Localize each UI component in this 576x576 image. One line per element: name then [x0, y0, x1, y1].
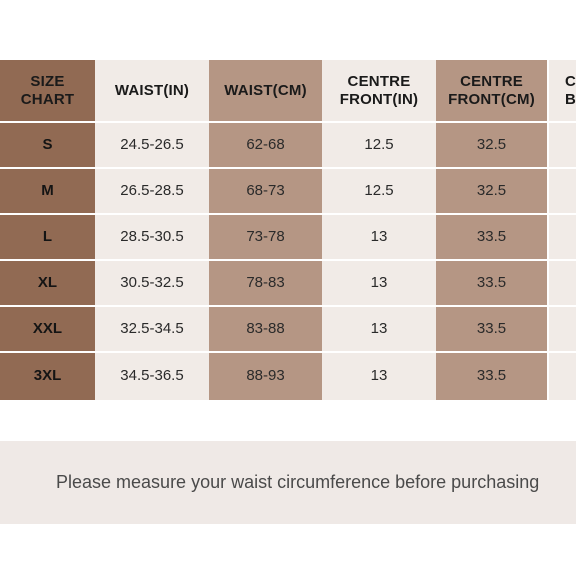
waist-in-column: WAIST(IN) 24.5-26.5 26.5-28.5 28.5-30.5 … — [95, 60, 209, 400]
centre-front-in-cell: 13 — [370, 320, 388, 337]
size-label: L — [42, 228, 53, 245]
row-divider — [0, 259, 576, 261]
size-chart-table: SIZE CHART S M L XL XXL 3XL WAIST(IN) 24… — [0, 60, 576, 400]
row-divider — [0, 167, 576, 169]
waist-cm-header: WAIST(CM) — [224, 82, 307, 99]
centre-front-in-column: CENTRE FRONT(IN) 12.5 12.5 13 13 13 13 — [322, 60, 436, 400]
waist-in-cell: 32.5-34.5 — [120, 320, 184, 337]
size-label: 3XL — [33, 367, 62, 384]
centre-front-in-cell: 13 — [370, 367, 388, 384]
measurement-note-banner: Please measure your waist circumference … — [0, 441, 576, 524]
centre-back-header: C B — [565, 73, 576, 108]
measurement-note-text: Please measure your waist circumference … — [56, 472, 540, 492]
waist-in-cell: 24.5-26.5 — [120, 136, 184, 153]
waist-in-cell: 34.5-36.5 — [120, 367, 184, 384]
size-label: XL — [37, 274, 58, 291]
waist-cm-cell: 62-68 — [246, 136, 285, 153]
centre-front-cm-column: CENTRE FRONT(CM) 32.5 32.5 33.5 33.5 33.… — [436, 60, 547, 400]
centre-front-cm-cell: 33.5 — [476, 367, 507, 384]
waist-in-cell: 28.5-30.5 — [120, 228, 184, 245]
centre-front-in-cell: 12.5 — [364, 136, 394, 153]
row-divider — [0, 121, 576, 123]
centre-front-cm-cell: 33.5 — [476, 228, 507, 245]
centre-front-cm-cell: 33.5 — [476, 320, 507, 337]
waist-in-cell: 30.5-32.5 — [120, 274, 184, 291]
centre-front-cm-cell: 33.5 — [476, 274, 507, 291]
size-label: S — [42, 136, 53, 153]
centre-front-in-header: CENTRE FRONT(IN) — [339, 73, 419, 108]
row-divider — [0, 213, 576, 215]
row-divider — [0, 305, 576, 307]
size-label: M — [41, 182, 54, 199]
waist-in-header: WAIST(IN) — [114, 82, 190, 99]
centre-front-cm-cell: 32.5 — [476, 182, 507, 199]
waist-cm-cell: 73-78 — [246, 228, 285, 245]
row-divider — [0, 351, 576, 353]
waist-cm-cell: 78-83 — [246, 274, 285, 291]
waist-cm-cell: 68-73 — [246, 182, 285, 199]
centre-front-in-cell: 12.5 — [364, 182, 394, 199]
centre-back-column: C B — [549, 60, 576, 400]
waist-in-cell: 26.5-28.5 — [120, 182, 184, 199]
centre-front-in-cell: 13 — [370, 274, 388, 291]
centre-front-cm-cell: 32.5 — [476, 136, 507, 153]
waist-cm-cell: 83-88 — [246, 320, 285, 337]
size-label: XXL — [32, 320, 63, 337]
centre-front-in-cell: 13 — [370, 228, 388, 245]
waist-cm-column: WAIST(CM) 62-68 68-73 73-78 78-83 83-88 … — [209, 60, 322, 400]
centre-front-cm-header: CENTRE FRONT(CM) — [448, 73, 535, 108]
waist-cm-cell: 88-93 — [246, 367, 285, 384]
size-chart-header: SIZE CHART — [20, 73, 75, 108]
size-column: SIZE CHART S M L XL XXL 3XL — [0, 60, 95, 400]
